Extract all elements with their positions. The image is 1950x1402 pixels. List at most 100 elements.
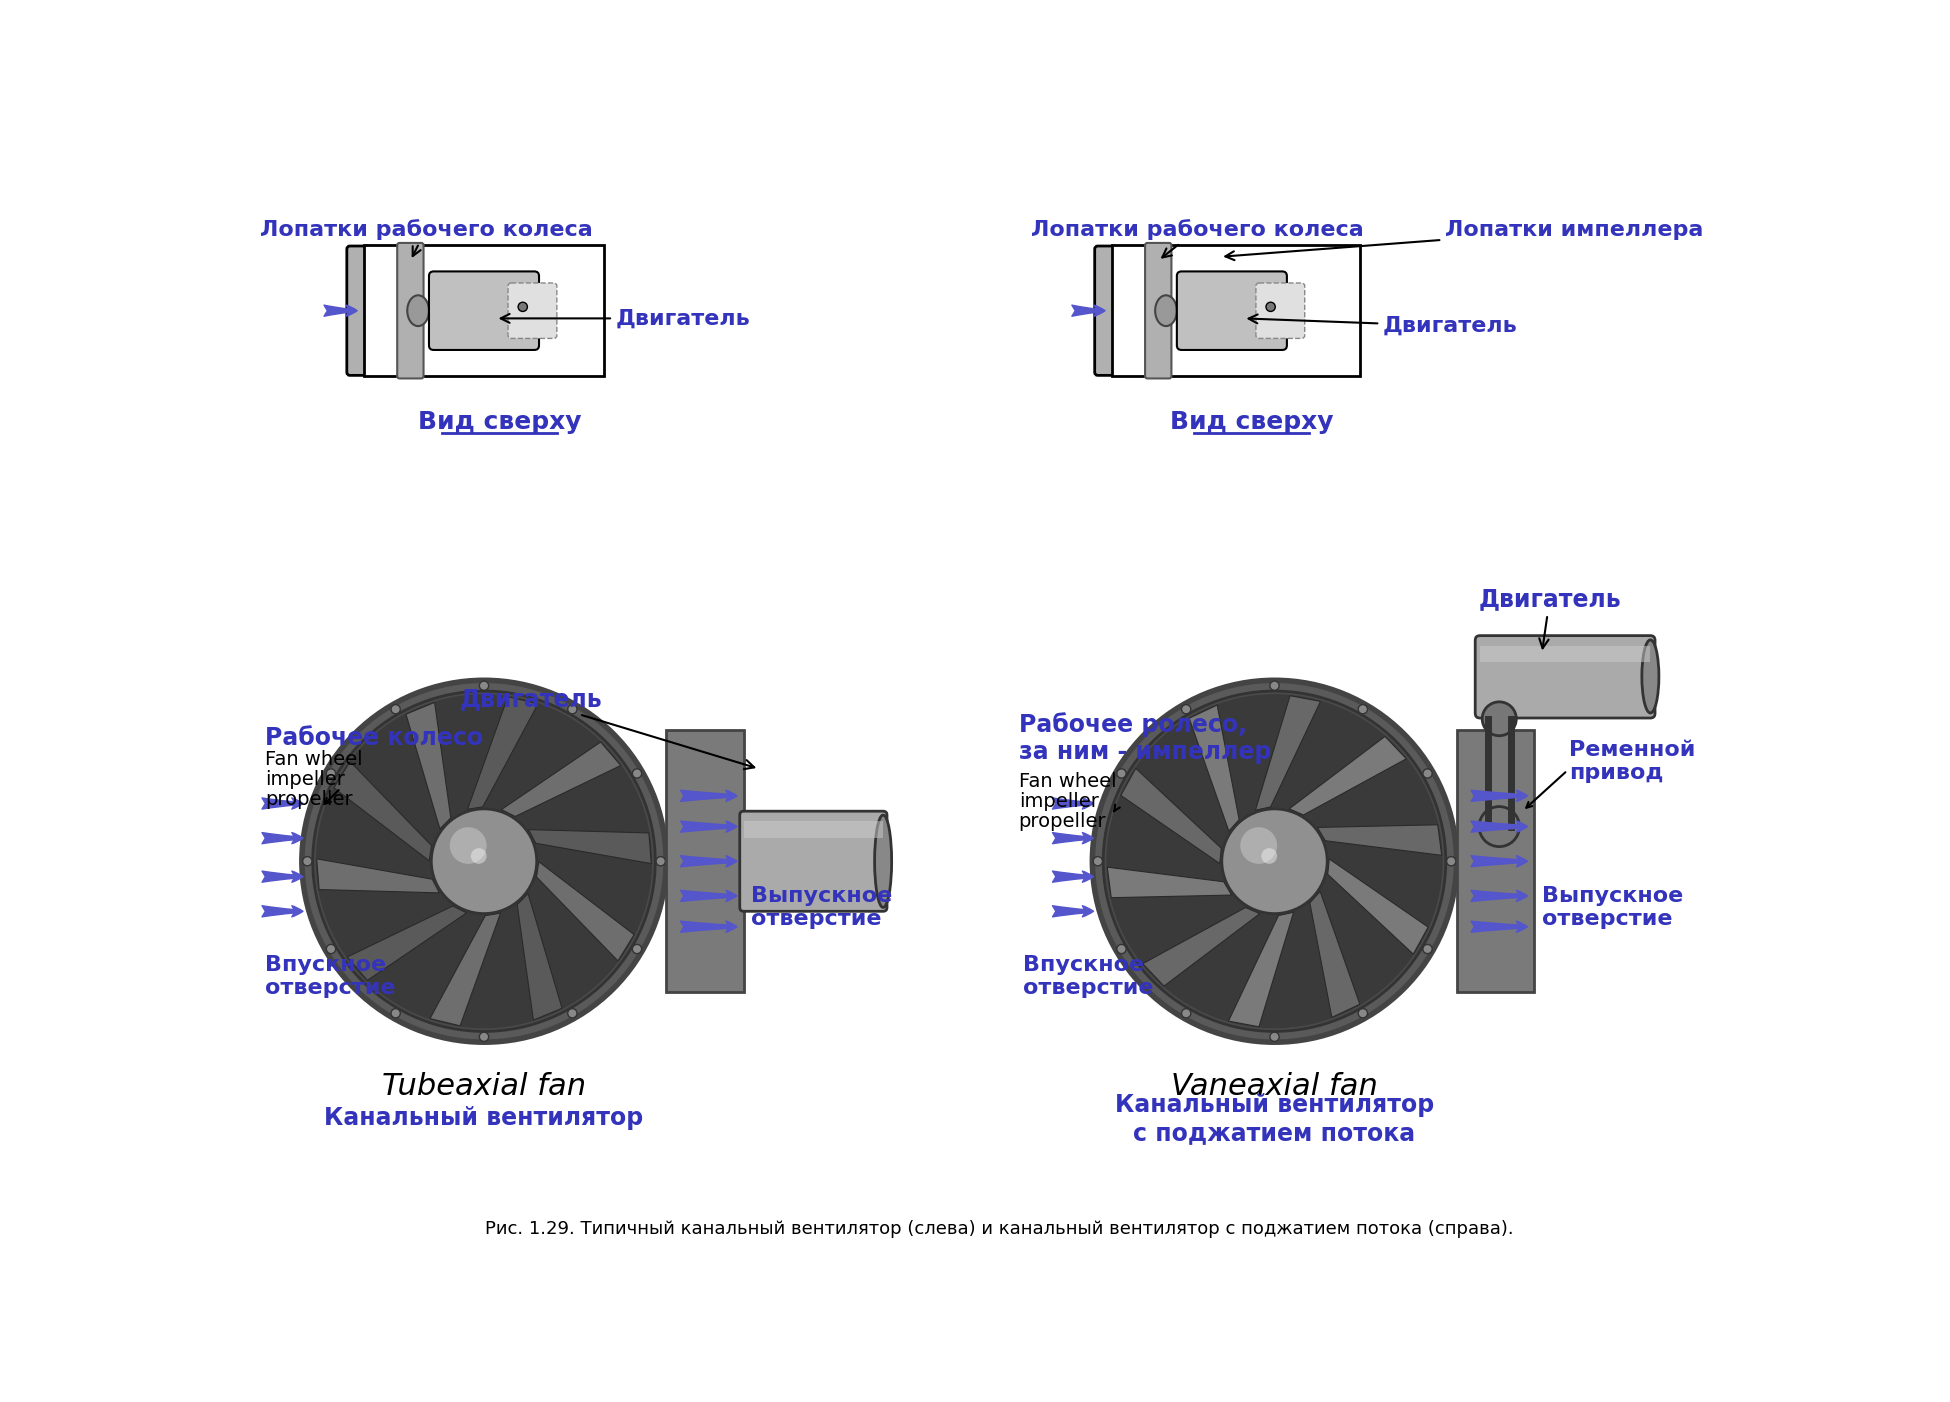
Circle shape bbox=[1359, 1008, 1367, 1018]
Polygon shape bbox=[528, 830, 651, 864]
Circle shape bbox=[1482, 702, 1517, 736]
FancyBboxPatch shape bbox=[1178, 272, 1287, 350]
Circle shape bbox=[1480, 806, 1519, 847]
Bar bbox=[1480, 646, 1650, 662]
Circle shape bbox=[480, 681, 489, 690]
Text: Канальный вентилятор
с поджатием потока: Канальный вентилятор с поджатием потока bbox=[1115, 1094, 1433, 1145]
Circle shape bbox=[1117, 945, 1125, 953]
Circle shape bbox=[567, 705, 577, 714]
Text: Ременной
привод: Ременной привод bbox=[1570, 739, 1695, 782]
FancyBboxPatch shape bbox=[739, 812, 887, 911]
Text: Двигатель: Двигатель bbox=[1478, 587, 1620, 648]
FancyBboxPatch shape bbox=[398, 243, 423, 379]
Bar bbox=[667, 730, 743, 993]
Circle shape bbox=[567, 1008, 577, 1018]
Circle shape bbox=[1223, 809, 1328, 914]
Polygon shape bbox=[468, 697, 538, 809]
Text: Двигатель: Двигатель bbox=[501, 308, 751, 328]
Bar bbox=[1457, 730, 1535, 993]
Circle shape bbox=[302, 680, 667, 1042]
Polygon shape bbox=[1108, 868, 1232, 897]
Circle shape bbox=[1182, 1008, 1191, 1018]
Text: impeller: impeller bbox=[1018, 792, 1098, 810]
Polygon shape bbox=[316, 859, 439, 893]
Circle shape bbox=[1092, 680, 1457, 1042]
Circle shape bbox=[312, 691, 655, 1032]
Ellipse shape bbox=[876, 815, 891, 907]
Text: Впускное
отверстие: Впускное отверстие bbox=[265, 955, 396, 998]
Polygon shape bbox=[333, 761, 431, 861]
FancyBboxPatch shape bbox=[347, 245, 370, 376]
Circle shape bbox=[1269, 1032, 1279, 1042]
Circle shape bbox=[316, 694, 651, 1028]
Polygon shape bbox=[1328, 859, 1427, 955]
Ellipse shape bbox=[408, 296, 429, 327]
Circle shape bbox=[1262, 848, 1277, 864]
Circle shape bbox=[1269, 681, 1279, 690]
Circle shape bbox=[326, 945, 335, 953]
Polygon shape bbox=[431, 913, 501, 1026]
Text: Двигатель: Двигатель bbox=[1248, 314, 1517, 336]
Text: Лопатки рабочего колеса: Лопатки рабочего колеса bbox=[1032, 219, 1363, 258]
Bar bbox=[1112, 245, 1359, 376]
Polygon shape bbox=[1310, 892, 1359, 1018]
Circle shape bbox=[431, 809, 536, 914]
Text: impeller: impeller bbox=[265, 770, 345, 789]
Circle shape bbox=[1094, 857, 1102, 866]
Text: Впускное
отверстие: Впускное отверстие bbox=[1022, 955, 1152, 998]
Polygon shape bbox=[347, 906, 466, 980]
Circle shape bbox=[1117, 768, 1125, 778]
Text: Двигатель: Двигатель bbox=[458, 687, 755, 770]
Text: propeller: propeller bbox=[265, 791, 353, 809]
FancyBboxPatch shape bbox=[1256, 283, 1305, 338]
Circle shape bbox=[1104, 691, 1445, 1032]
Circle shape bbox=[655, 857, 665, 866]
Text: Канальный вентилятор: Канальный вентилятор bbox=[324, 1106, 644, 1130]
Ellipse shape bbox=[1642, 639, 1659, 714]
Polygon shape bbox=[501, 742, 620, 816]
Text: Лопатки рабочего колеса: Лопатки рабочего колеса bbox=[259, 219, 593, 257]
Text: Vaneaxial fan: Vaneaxial fan bbox=[1172, 1073, 1379, 1102]
Circle shape bbox=[632, 768, 642, 778]
Circle shape bbox=[1266, 303, 1275, 311]
Bar bbox=[743, 822, 883, 838]
FancyBboxPatch shape bbox=[1094, 245, 1117, 376]
Text: propeller: propeller bbox=[1018, 812, 1106, 831]
Circle shape bbox=[1424, 945, 1431, 953]
Text: Рабочее ролесо,
за ним - импеллер: Рабочее ролесо, за ним - импеллер bbox=[1018, 712, 1271, 764]
Circle shape bbox=[519, 303, 526, 311]
Polygon shape bbox=[1318, 824, 1441, 855]
Polygon shape bbox=[1190, 705, 1238, 831]
Polygon shape bbox=[1121, 768, 1221, 864]
Circle shape bbox=[480, 1032, 489, 1042]
Bar bbox=[365, 245, 604, 376]
Text: Выпускное
отверстие: Выпускное отверстие bbox=[751, 886, 893, 930]
FancyBboxPatch shape bbox=[1145, 243, 1172, 379]
Text: Рис. 1.29. Типичный канальный вентилятор (слева) и канальный вентилятор с поджат: Рис. 1.29. Типичный канальный вентилятор… bbox=[486, 1220, 1513, 1238]
Circle shape bbox=[1106, 694, 1443, 1028]
Text: Вид сверху: Вид сверху bbox=[1170, 411, 1334, 435]
Text: Рабочее колесо: Рабочее колесо bbox=[265, 726, 484, 750]
Circle shape bbox=[1447, 857, 1457, 866]
Polygon shape bbox=[1256, 695, 1320, 810]
Circle shape bbox=[302, 857, 312, 866]
Ellipse shape bbox=[1154, 296, 1178, 327]
Text: Вид сверху: Вид сверху bbox=[417, 411, 581, 435]
Text: Выпускное
отверстие: Выпускное отверстие bbox=[1542, 886, 1683, 930]
Text: Лопатки импеллера: Лопатки импеллера bbox=[1225, 220, 1704, 261]
Circle shape bbox=[450, 827, 488, 864]
Circle shape bbox=[632, 945, 642, 953]
Polygon shape bbox=[1289, 736, 1406, 815]
Polygon shape bbox=[1228, 913, 1293, 1026]
Circle shape bbox=[470, 848, 488, 864]
Polygon shape bbox=[1143, 907, 1260, 986]
FancyBboxPatch shape bbox=[509, 283, 558, 338]
FancyBboxPatch shape bbox=[1476, 635, 1656, 718]
Circle shape bbox=[1359, 705, 1367, 714]
Text: Fan wheel: Fan wheel bbox=[1018, 771, 1115, 791]
Circle shape bbox=[1182, 705, 1191, 714]
Circle shape bbox=[392, 1008, 400, 1018]
FancyBboxPatch shape bbox=[429, 272, 538, 350]
Circle shape bbox=[392, 705, 400, 714]
Polygon shape bbox=[536, 862, 634, 960]
